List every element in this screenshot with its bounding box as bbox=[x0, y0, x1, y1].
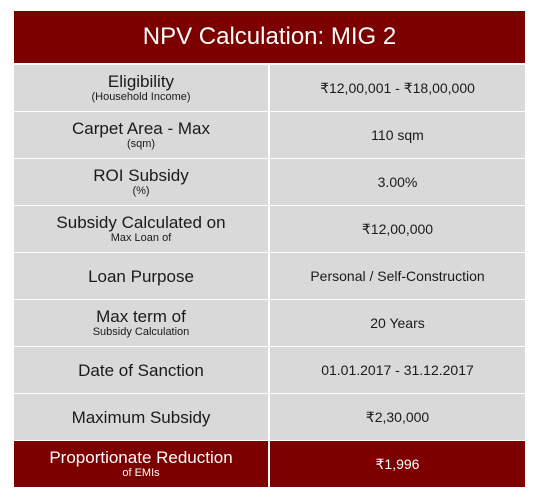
row-label-cell: ROI Subsidy (%) bbox=[14, 159, 270, 205]
row-label: Proportionate Reduction bbox=[49, 448, 233, 467]
row-label-cell: Loan Purpose bbox=[14, 253, 270, 299]
table-row-subsidy-calculated: Subsidy Calculated on Max Loan of ₹12,00… bbox=[14, 206, 525, 253]
table-row-roi-subsidy: ROI Subsidy (%) 3.00% bbox=[14, 159, 525, 206]
row-label: Date of Sanction bbox=[78, 360, 204, 380]
row-label-cell: Carpet Area - Max (sqm) bbox=[14, 112, 270, 158]
row-value: ₹1,996 bbox=[270, 441, 525, 487]
table-row-loan-purpose: Loan Purpose Personal / Self-Constructio… bbox=[14, 253, 525, 300]
table-row-maximum-subsidy: Maximum Subsidy ₹2,30,000 bbox=[14, 394, 525, 441]
row-value: ₹12,00,001 - ₹18,00,000 bbox=[270, 65, 525, 111]
row-label: Loan Purpose bbox=[88, 266, 194, 286]
row-label: ROI Subsidy bbox=[93, 166, 189, 185]
table-row-eligibility: Eligibility (Household Income) ₹12,00,00… bbox=[14, 65, 525, 112]
row-sublabel: Max Loan of bbox=[110, 232, 172, 244]
npv-table: NPV Calculation: MIG 2 Eligibility (Hous… bbox=[14, 11, 525, 488]
row-label-cell: Proportionate Reduction of EMIs bbox=[14, 441, 270, 487]
row-label-cell: Max term of Subsidy Calculation bbox=[14, 300, 270, 346]
row-label-cell: Eligibility (Household Income) bbox=[14, 65, 270, 111]
row-sublabel: Subsidy Calculation bbox=[92, 326, 190, 338]
row-value: ₹12,00,000 bbox=[270, 206, 525, 252]
row-sublabel: of EMIs bbox=[122, 467, 160, 479]
row-label-cell: Subsidy Calculated on Max Loan of bbox=[14, 206, 270, 252]
table-row-proportionate-reduction: Proportionate Reduction of EMIs ₹1,996 bbox=[14, 441, 525, 488]
row-value: 110 sqm bbox=[270, 112, 525, 158]
row-label: Max term of bbox=[96, 307, 186, 326]
table-row-carpet-area: Carpet Area - Max (sqm) 110 sqm bbox=[14, 112, 525, 159]
row-label: Eligibility bbox=[107, 72, 175, 91]
table-row-max-term: Max term of Subsidy Calculation 20 Years bbox=[14, 300, 525, 347]
row-label-cell: Date of Sanction bbox=[14, 347, 270, 393]
row-value: 3.00% bbox=[270, 159, 525, 205]
row-value: 20 Years bbox=[270, 300, 525, 346]
row-sublabel: (Household Income) bbox=[91, 91, 191, 103]
row-value: ₹2,30,000 bbox=[270, 394, 525, 440]
row-label: Subsidy Calculated on bbox=[56, 213, 226, 232]
table-title: NPV Calculation: MIG 2 bbox=[14, 11, 525, 65]
row-sublabel: (%) bbox=[132, 185, 150, 197]
row-value: Personal / Self-Construction bbox=[270, 253, 525, 299]
row-value: 01.01.2017 - 31.12.2017 bbox=[270, 347, 525, 393]
row-label: Carpet Area - Max bbox=[72, 119, 210, 138]
row-sublabel: (sqm) bbox=[126, 138, 156, 150]
row-label: Maximum Subsidy bbox=[71, 407, 211, 427]
row-label-cell: Maximum Subsidy bbox=[14, 394, 270, 440]
table-row-date-of-sanction: Date of Sanction 01.01.2017 - 31.12.2017 bbox=[14, 347, 525, 394]
